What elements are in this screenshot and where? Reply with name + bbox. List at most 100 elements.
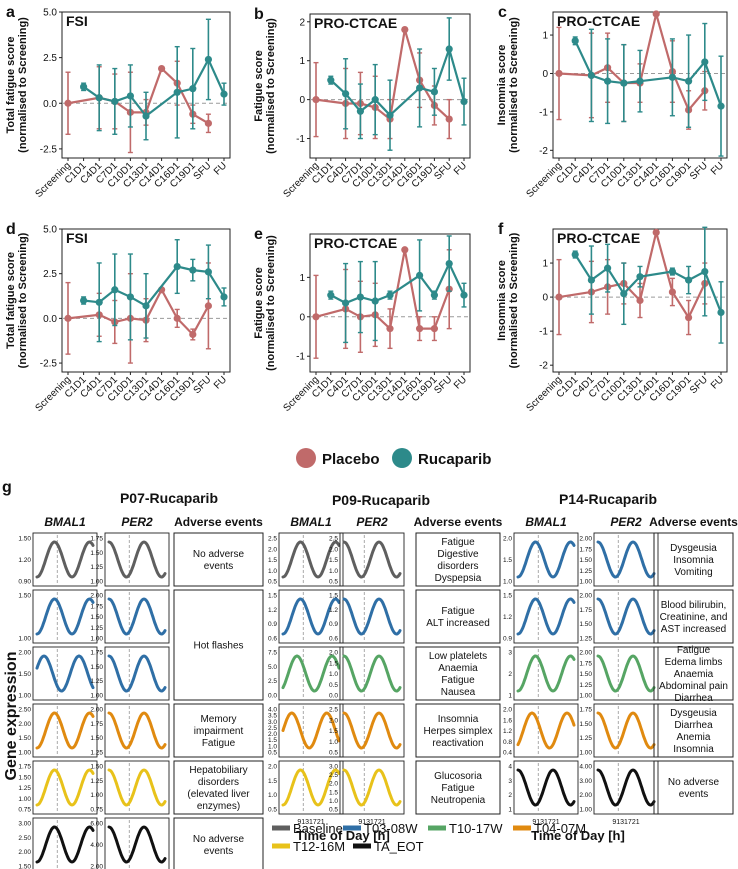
mini-y-tick-label: 0.9: [268, 621, 277, 628]
mini-frame: [278, 760, 344, 815]
adverse-events-text: No adverse events: [193, 834, 245, 857]
adverse-event-line: Abdominal pain: [659, 681, 728, 692]
per2-plot-row-3: 1.75 1.50 1.25 1.00: [90, 646, 170, 701]
bmal1-plot-row-3: 2.00 1.50 1.00: [18, 646, 98, 701]
adverse-event-line: Vomiting: [674, 567, 712, 578]
mini-frame: [32, 532, 98, 587]
mini-y-tick-label: 0.6: [268, 636, 277, 643]
legend-label-t10-17w: T10-17W: [449, 821, 503, 836]
x-tick-label: FU: [212, 374, 229, 391]
x-tick-label: SFU: [688, 374, 710, 396]
mini-frame: [339, 589, 405, 644]
bmal1-plot-row-5: 2.01.51.00.5: [268, 760, 344, 815]
y-axis-sublabel: (normalised to Screening): [17, 17, 29, 153]
panel-title: PRO-CTCAE: [557, 230, 640, 246]
y-axis-label: Insomnia score: [496, 45, 508, 126]
panel-letter: g: [2, 479, 12, 496]
mini-y-tick-label: 1.50: [18, 864, 31, 869]
adverse-events-text: Low platelets Anaemia Fatigue Nausea: [429, 651, 487, 698]
expression-curve: [107, 768, 167, 807]
y-tick-label: 5.0: [43, 8, 57, 19]
mini-y-tick-label: 2.0: [329, 650, 338, 657]
mini-y-tick-label: 2.0: [268, 731, 277, 738]
expression-curve: [596, 597, 656, 636]
adverse-events-box: [415, 703, 501, 758]
mini-frame: [32, 589, 98, 644]
mini-y-tick-label: 1.0: [503, 579, 512, 586]
data-point-rucaparib: [571, 250, 579, 259]
mini-y-tick-label: 2.0: [268, 546, 277, 553]
gene-header-per2: PER2: [610, 515, 642, 529]
data-point-rucaparib: [327, 76, 335, 84]
mini-y-tick-label: 1.5: [503, 557, 512, 564]
data-point-rucaparib: [189, 85, 197, 93]
data-point-rucaparib: [220, 293, 228, 301]
mini-y-tick-label: 1.00: [90, 693, 103, 700]
expression-curve: [342, 654, 402, 693]
mini-y-tick-label: 1.75: [90, 721, 103, 728]
mini-y-tick-label: 1: [508, 693, 512, 700]
data-point-rucaparib: [142, 112, 150, 120]
expression-curve: [281, 711, 341, 750]
y-axis-sublabel: (normalised to Screening): [508, 17, 520, 153]
adverse-event-line: Memory: [200, 714, 236, 725]
y-tick-label: 1: [542, 259, 548, 270]
data-point-rucaparib: [587, 276, 596, 284]
mini-y-tick-label: 1.25: [90, 778, 103, 785]
panel-letter: b: [254, 6, 264, 23]
expression-curve: [516, 540, 576, 579]
expression-curve: [342, 540, 402, 579]
expression-curve: [281, 540, 341, 579]
adverse-event-line: enzymes): [197, 801, 240, 812]
patient-title: P07-Rucaparib: [120, 490, 218, 506]
bmal1-plot-row-1: 2.5 2.0 1.5 1.0 0.5: [268, 532, 344, 587]
mini-y-tick-label: 1.25: [18, 785, 31, 792]
adverse-event-line: Creatinine, and: [660, 612, 728, 623]
expression-curve: [516, 597, 576, 636]
per2-plot-row-4: 2.00 1.75 1.50 1.25: [90, 703, 170, 758]
x-tick-label: SFU: [688, 160, 710, 182]
mini-y-tick-label: 1.50: [18, 735, 31, 742]
data-point-placebo: [189, 330, 197, 339]
expression-curve: [342, 597, 402, 636]
mini-y-tick-label: 4.00: [90, 842, 103, 849]
adverse-events-box: [415, 589, 501, 644]
mini-frame: [32, 703, 98, 758]
adverse-event-line: events: [204, 846, 233, 857]
mini-y-tick-label: 1.20: [18, 557, 31, 564]
mini-y-tick-label: 1.50: [90, 664, 103, 671]
y-tick-label: 0: [299, 312, 305, 323]
mini-y-tick-label: 4: [508, 764, 512, 771]
adverse-event-line: Diarrhea: [674, 693, 713, 704]
mini-y-tick-label: 1.75: [579, 660, 592, 667]
series-line-rucaparib: [83, 265, 225, 308]
mini-y-tick-label: 1.50: [18, 536, 31, 543]
bmal1-plot-row-2: 1.50 1.00: [18, 589, 98, 644]
adverse-events-text: No adverse events: [668, 777, 720, 800]
y-axis-sublabel: (normalised to Screening): [265, 18, 277, 154]
mini-y-tick-label: 3: [508, 650, 512, 657]
data-point-rucaparib: [701, 267, 709, 276]
mini-y-tick-label: 2.00: [90, 707, 103, 714]
adverse-event-line: No adverse: [668, 777, 720, 788]
data-point-rucaparib: [460, 291, 468, 299]
y-axis-sublabel: (normalised to Screening): [265, 235, 277, 371]
adverse-event-line: Fatigue: [677, 645, 711, 656]
mini-y-tick-label: 1.50: [90, 764, 103, 771]
mini-y-tick-label: 0.5: [268, 750, 277, 757]
mini-frame: [593, 703, 659, 758]
mini-frame: [513, 589, 579, 644]
per2-plot-row-4: 2.5 2.0 1.5 1.0 0.5: [329, 703, 405, 758]
data-point-rucaparib: [604, 77, 612, 85]
expression-curve: [516, 654, 576, 693]
per2-plot-row-1: 2.00 1.75 1.50 1.25 1.00: [579, 532, 659, 587]
panel-title: FSI: [66, 13, 88, 29]
mini-y-tick-label: 1.5: [268, 557, 277, 564]
data-point-rucaparib: [636, 77, 644, 85]
mini-y-tick-label: 1.00: [579, 579, 592, 586]
expression-curve: [596, 654, 656, 693]
mini-y-tick-label: 0.5: [329, 750, 338, 757]
mini-y-tick-label: 1.50: [579, 671, 592, 678]
mini-y-tick-label: 2.5: [268, 678, 277, 685]
per2-plot-row-3: 2.0 1.5 1.0 0.5 0.0: [329, 646, 405, 701]
